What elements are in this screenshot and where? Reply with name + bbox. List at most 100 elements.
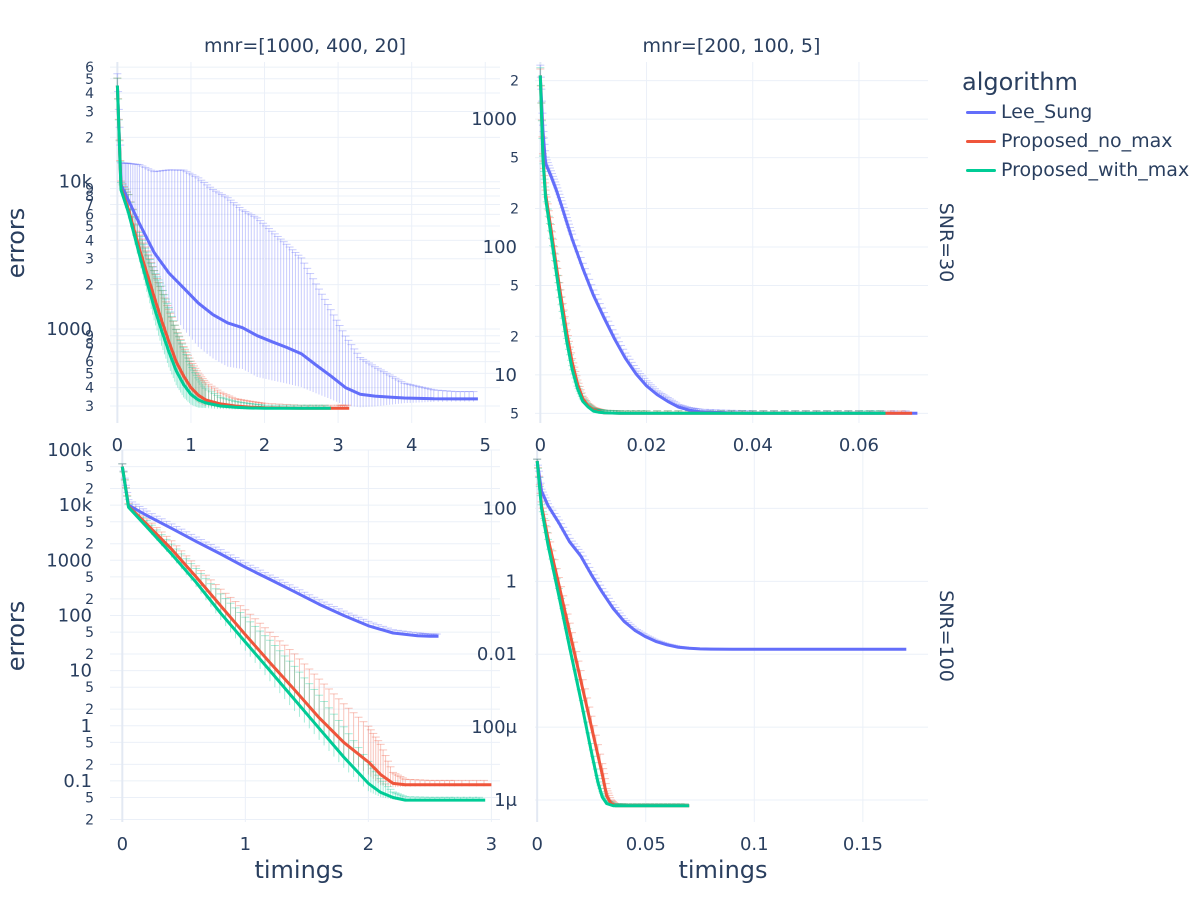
panel-1-x-tick-label: 0.02 — [626, 435, 666, 456]
panel-2-y-minor-tick-label: 5 — [85, 735, 94, 751]
panel-1-y-minor-tick-label: 2 — [510, 329, 519, 345]
panel-3-y-tick-label: 100 — [483, 498, 517, 519]
panel-1-line-proposed-no-max — [538, 75, 913, 415]
y-axis-title-0: errors — [2, 208, 30, 279]
panel-2-y-minor-tick-label: 5 — [85, 515, 94, 531]
panel-3-y-tick-label: 1 — [506, 571, 517, 592]
panel-2-x-tick-label: 0 — [117, 834, 128, 855]
panel-2-y-minor-tick-label: 2 — [85, 702, 94, 718]
legend-label-proposed-with-max: Proposed_with_max — [1001, 159, 1190, 181]
legend-swatch-proposed-with-max — [966, 169, 996, 172]
panel-0-y-minor-tick-label: 3 — [85, 104, 94, 120]
panel-2-y-minor-tick-label: 5 — [85, 680, 94, 696]
legend-label-proposed-no-max: Proposed_no_max — [1001, 130, 1173, 152]
row-title-0: SNR=30 — [935, 203, 957, 283]
panel-1-y-tick-label: 1000 — [471, 109, 517, 130]
x-axis-title-0: timings — [254, 856, 343, 884]
legend-label-lee-sung: Lee_Sung — [1001, 101, 1093, 123]
panel-0-x-tick-label: 1 — [185, 435, 196, 456]
panel-0-y-minor-tick-label: 7 — [85, 198, 94, 214]
panel-0-line-proposed-with-max — [115, 85, 331, 410]
panel-0-y-minor-tick-label: 2 — [85, 130, 94, 146]
panel-2-y-tick-label: 0.1 — [63, 771, 92, 792]
panel-0-x-tick-label: 3 — [332, 435, 343, 456]
panel-1-y-minor-tick-label: 5 — [510, 151, 519, 167]
legend-item-proposed-with-max[interactable]: Proposed_with_max — [962, 156, 1200, 185]
panel-2-y-minor-tick-label: 5 — [85, 625, 94, 641]
panel-2-y-minor-tick-label: 5 — [85, 791, 94, 807]
panel-1-y-tick-label: 100 — [483, 237, 517, 258]
panel-0-x-tick-label: 4 — [406, 435, 417, 456]
panel-3-y-tick-label: 1μ — [494, 790, 517, 811]
panel-0-x-tick-label: 5 — [480, 435, 491, 456]
x-axis-title-1: timings — [678, 856, 767, 884]
panel-1-y-minor-tick-label: 5 — [510, 406, 519, 422]
panel-2-y-tick-label: 1000 — [46, 550, 92, 571]
panel-2-y-tick-label: 1 — [81, 716, 92, 737]
panel-3-line-lee-sung — [535, 460, 907, 651]
panel-2-y-minor-tick-label: 2 — [85, 647, 94, 663]
panel-0-y-minor-tick-label: 4 — [85, 233, 94, 249]
panel-3-y-tick-label: 100μ — [471, 717, 517, 738]
panel-2-y-tick-label: 100 — [58, 605, 92, 626]
panel-0-x-tick-label: 0 — [112, 435, 123, 456]
panel-2-x-tick-label: 3 — [486, 834, 497, 855]
panel-2-y-minor-tick-label: 2 — [85, 812, 94, 828]
panel-0-y-minor-tick-label: 5 — [85, 366, 94, 382]
panel-0-y-minor-tick-label: 6 — [85, 355, 94, 371]
panel-1-line-proposed-with-max — [538, 75, 886, 415]
panel-3-x-tick-label: 0 — [531, 834, 542, 855]
panel-0-y-minor-tick-label: 3 — [85, 252, 94, 268]
panel-0-y-tick-label: 1000 — [46, 319, 92, 340]
panel-3-x-tick-label: 0.1 — [740, 834, 769, 855]
panel-0-y-minor-tick-label: 5 — [85, 219, 94, 235]
panel-2-line-proposed-no-max — [120, 466, 492, 787]
panel-2-y-minor-tick-label: 5 — [85, 460, 94, 476]
panel-0-y-minor-tick-label: 9 — [85, 181, 94, 197]
panel-0-y-minor-tick-label: 7 — [85, 345, 94, 361]
panel-1-y-minor-tick-label: 2 — [510, 74, 519, 90]
panel-0-y-minor-tick-label: 9 — [85, 329, 94, 345]
legend: algorithm Lee_Sung Proposed_no_max Propo… — [962, 68, 1200, 185]
panel-2-y-minor-tick-label: 2 — [85, 592, 94, 608]
panel-0-line-lee-sung — [115, 85, 478, 401]
panel-3-y-tick-label: 0.01 — [477, 644, 517, 665]
panel-1-x-tick-label: 0.06 — [839, 435, 879, 456]
panel-3-line-proposed-no-max — [535, 460, 690, 808]
panel-0-y-minor-tick-label: 5 — [85, 72, 94, 88]
panel-0-x-tick-label: 2 — [259, 435, 270, 456]
panel-1-x-tick-label: 0 — [535, 435, 546, 456]
panel-0-y-minor-tick-label: 6 — [85, 60, 94, 76]
panel-0-y-minor-tick-label: 8 — [85, 336, 94, 352]
column-title-1: mnr=[200, 100, 5] — [643, 35, 821, 57]
panel-3-line-proposed-with-max — [535, 460, 690, 808]
panel-2-y-minor-tick-label: 2 — [85, 757, 94, 773]
panel-0-y-minor-tick-label: 3 — [85, 399, 94, 415]
row-title-1: SNR=100 — [935, 590, 957, 682]
panel-2-y-tick-label: 100k — [47, 440, 92, 461]
legend-swatch-proposed-no-max — [966, 140, 996, 143]
panel-1-line-lee-sung — [538, 75, 918, 415]
legend-item-proposed-no-max[interactable]: Proposed_no_max — [962, 127, 1200, 156]
panel-2-x-tick-label: 2 — [363, 834, 374, 855]
panel-2-y-minor-tick-label: 2 — [85, 537, 94, 553]
panel-3-x-tick-label: 0.05 — [626, 834, 666, 855]
panel-3-x-tick-label: 0.15 — [843, 834, 883, 855]
panel-2-y-minor-tick-label: 5 — [85, 570, 94, 586]
panel-2-line-lee-sung — [120, 466, 439, 638]
legend-item-lee-sung[interactable]: Lee_Sung — [962, 98, 1200, 127]
panel-1-x-tick-label: 0.04 — [733, 435, 773, 456]
panel-2-y-tick-label: 10k — [59, 495, 93, 516]
y-axis-title-1: errors — [2, 601, 30, 672]
panel-1-y-tick-label: 10 — [494, 365, 517, 386]
panel-1-y-minor-tick-label: 5 — [510, 278, 519, 294]
panel-0-y-minor-tick-label: 4 — [85, 381, 94, 397]
panel-0-y-minor-tick-label: 4 — [85, 86, 94, 102]
column-title-0: mnr=[1000, 400, 20] — [204, 35, 406, 57]
panel-2-line-proposed-with-max — [120, 466, 486, 802]
panel-0-y-minor-tick-label: 8 — [85, 189, 94, 205]
panel-0-y-tick-label: 10k — [59, 172, 93, 193]
legend-title: algorithm — [962, 68, 1078, 96]
panel-2-y-tick-label: 10 — [69, 661, 92, 682]
